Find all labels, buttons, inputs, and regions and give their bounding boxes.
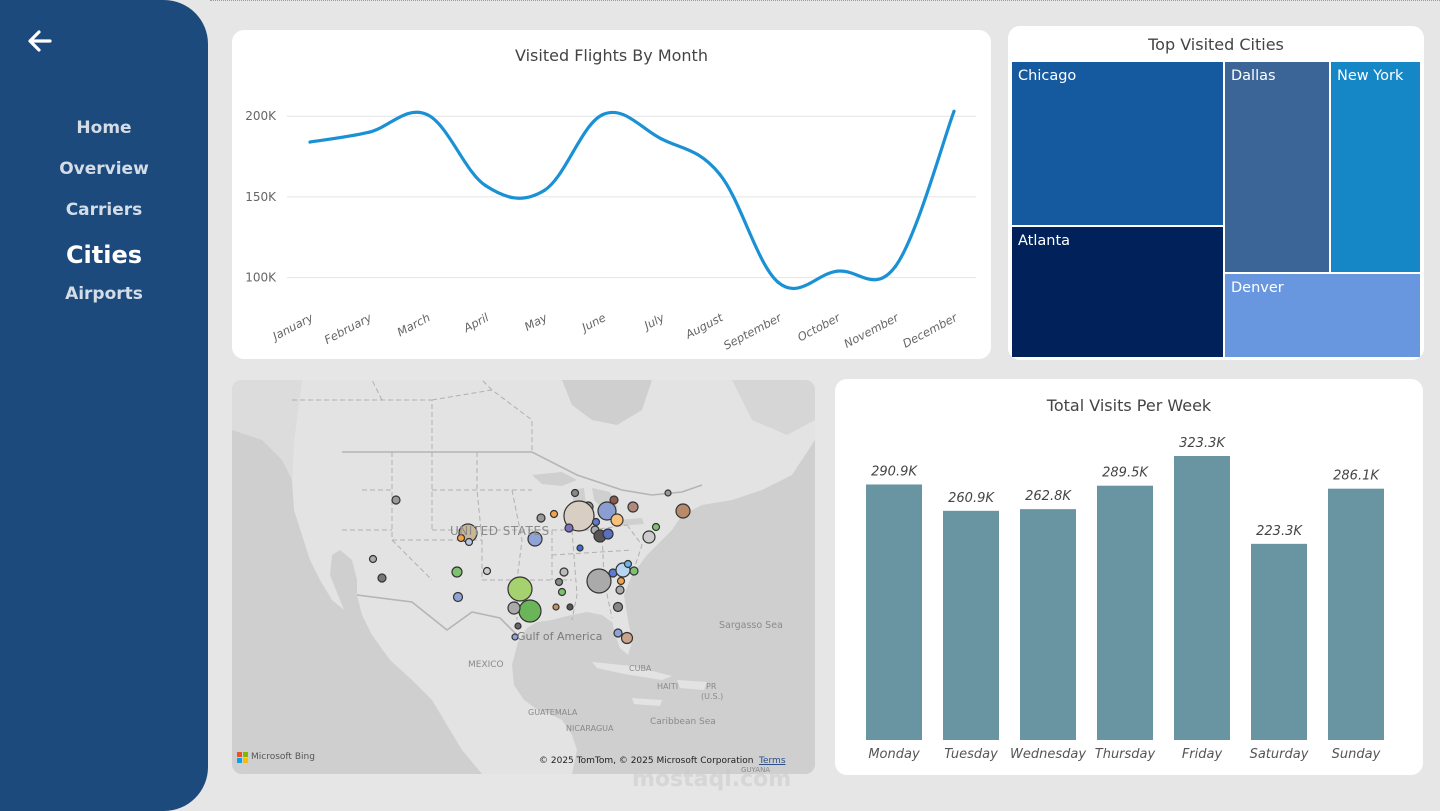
bar[interactable]: [1328, 488, 1384, 740]
nav-item-overview[interactable]: Overview: [59, 159, 149, 179]
map-canvas[interactable]: [232, 380, 815, 774]
nav-item-home[interactable]: Home: [76, 118, 132, 138]
arrow-left-icon[interactable]: [26, 28, 54, 54]
sidebar: Home Overview Carriers Cities Airports: [0, 0, 208, 811]
y-tick-label: 100K: [245, 271, 277, 285]
x-category-label: Monday: [868, 747, 920, 762]
x-tick-label: July: [640, 310, 667, 333]
map-label-sargasso: Sargasso Sea: [719, 620, 783, 631]
microsoft-logo-icon: [237, 752, 248, 763]
line-point[interactable]: [366, 130, 371, 134]
x-tick-label: October: [795, 310, 843, 345]
bubble-map[interactable]: UNITED STATES Gulf of America MEXICO Sar…: [232, 380, 815, 774]
watermark-text: mostaql.com: [632, 767, 792, 792]
map-label-guyana: GUYANA: [741, 766, 771, 774]
x-tick-label: December: [900, 310, 960, 351]
line-chart-title: Visited Flights By Month: [515, 46, 708, 65]
bar-data-label: 286.1K: [1333, 469, 1380, 484]
bar-chart-card: Total Visits Per Week 290.9K Monday 260.9K…: [835, 379, 1423, 775]
map-label-guatemala: GUATEMALA: [528, 708, 578, 717]
top-dotted-divider: [210, 0, 1440, 2]
map-bubbles: [368, 488, 691, 645]
bar[interactable]: [866, 484, 922, 740]
line-point[interactable]: [835, 269, 839, 273]
line-point[interactable]: [893, 264, 898, 268]
bar-chart: 290.9K Monday 260.9K Tuesday 262.8K Wednesday…: [866, 436, 1384, 762]
map-copyright: © 2025 TomTom, © 2025 Microsoft Corporat…: [539, 756, 754, 766]
x-tick-label: March: [395, 310, 433, 339]
x-category-label: Saturday: [1250, 747, 1309, 762]
bar-data-label: 290.9K: [871, 464, 918, 479]
bar[interactable]: [1174, 456, 1230, 740]
y-tick-label: 150K: [245, 190, 277, 204]
x-tick-label: August: [682, 310, 725, 342]
line-point[interactable]: [542, 188, 546, 193]
bar[interactable]: [943, 510, 999, 740]
map-label-nicaragua: NICARAGUA: [566, 724, 614, 733]
treemap-tile-atlanta[interactable]: Atlanta: [1012, 227, 1223, 357]
x-tick-label: November: [841, 310, 902, 351]
line-point[interactable]: [776, 280, 780, 285]
series-line[interactable]: [308, 109, 956, 291]
bar-data-label: 289.5K: [1102, 466, 1149, 481]
x-tick-label: April: [460, 310, 491, 336]
line-point[interactable]: [308, 140, 312, 144]
line-chart-card: Visited Flights By Month 100K 150K 200K Jan…: [232, 30, 991, 359]
treemap-card: Top Visited Cities Chicago Atlanta Dalla…: [1008, 26, 1424, 360]
line-point[interactable]: [484, 184, 488, 188]
x-category-label: Sunday: [1332, 747, 1381, 762]
map-label-mexico: MEXICO: [468, 660, 504, 670]
bing-attribution: Microsoft Bing: [251, 752, 315, 762]
nav-item-carriers[interactable]: Carriers: [65, 200, 143, 220]
x-tick-label: February: [322, 310, 374, 347]
treemap-tile-denver[interactable]: Denver: [1225, 274, 1420, 357]
bar-chart-title: Total Visits Per Week: [1046, 396, 1212, 415]
map-label-country: UNITED STATES: [450, 524, 550, 538]
treemap-title: Top Visited Cities: [1148, 35, 1284, 54]
line-point[interactable]: [952, 109, 956, 113]
line-point[interactable]: [718, 172, 722, 176]
x-category-label: Thursday: [1095, 747, 1156, 762]
map-terms-link[interactable]: Terms: [759, 756, 786, 766]
nav-item-cities[interactable]: Cities: [65, 241, 143, 269]
line-chart: 100K 150K 200K January February March April May…: [245, 109, 976, 353]
map-label-cuba: CUBA: [629, 664, 652, 673]
line-point[interactable]: [601, 113, 605, 117]
nav-item-airports[interactable]: Airports: [65, 284, 143, 304]
line-point[interactable]: [425, 113, 429, 117]
bar[interactable]: [1020, 509, 1076, 740]
treemap-tile-new-york[interactable]: New York: [1331, 62, 1420, 272]
bar-data-label: 223.3K: [1256, 524, 1303, 539]
treemap-tile-chicago[interactable]: Chicago: [1012, 62, 1223, 225]
bar-data-label: 260.9K: [948, 491, 995, 506]
bar[interactable]: [1097, 485, 1153, 740]
x-category-label: Friday: [1182, 747, 1223, 762]
treemap-tile-dallas[interactable]: Dallas: [1225, 62, 1329, 272]
bar-data-label: 262.8K: [1025, 489, 1072, 504]
x-tick-label: May: [522, 310, 550, 334]
line-point[interactable]: [659, 137, 663, 141]
map-label-haiti: HAITI: [657, 682, 679, 691]
bar-data-label: 323.3K: [1179, 436, 1226, 451]
x-category-label: Tuesday: [944, 747, 998, 762]
x-category-label: Wednesday: [1010, 747, 1086, 762]
x-tick-label: September: [721, 310, 785, 353]
map-label-pr: PR: [706, 682, 717, 691]
x-tick-label: June: [578, 310, 608, 335]
map-label-gulf: Gulf of America: [517, 630, 603, 643]
map-label-us: (U.S.): [701, 692, 724, 701]
map-label-caribbean: Caribbean Sea: [650, 717, 716, 727]
x-tick-label: January: [269, 310, 316, 344]
bar[interactable]: [1251, 543, 1307, 740]
y-tick-label: 200K: [245, 109, 277, 123]
